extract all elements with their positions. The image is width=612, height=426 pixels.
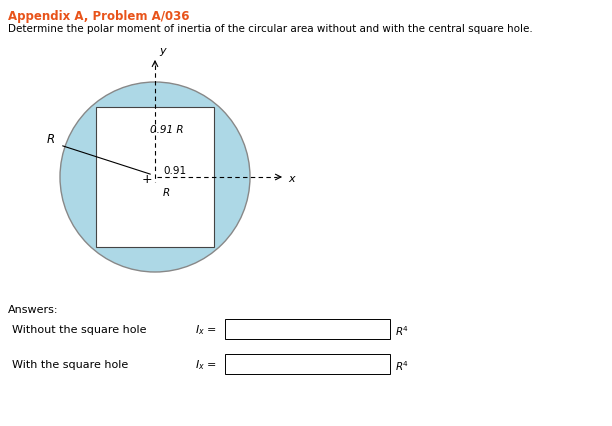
Text: $I_x$ =: $I_x$ =	[195, 322, 217, 336]
Text: $I_x$ =: $I_x$ =	[195, 357, 217, 371]
Text: $R^4$: $R^4$	[395, 358, 409, 372]
Circle shape	[60, 83, 250, 272]
Bar	[225, 319, 390, 339]
Text: x: x	[288, 173, 294, 184]
Text: Appendix A, Problem A/036: Appendix A, Problem A/036	[8, 10, 190, 23]
Text: +: +	[142, 173, 152, 186]
Text: 0.91: 0.91	[163, 166, 186, 176]
Text: 0.91 R: 0.91 R	[150, 125, 184, 135]
Text: Answers:: Answers:	[8, 304, 59, 314]
Text: $R^4$: $R^4$	[395, 323, 409, 337]
Text: R: R	[163, 187, 170, 198]
Text: Without the square hole: Without the square hole	[12, 324, 146, 334]
Text: Determine the polar moment of inertia of the circular area without and with the : Determine the polar moment of inertia of…	[8, 24, 533, 34]
Text: y: y	[159, 46, 166, 56]
Text: R: R	[47, 133, 55, 146]
Bar	[225, 354, 390, 374]
Text: With the square hole: With the square hole	[12, 359, 129, 369]
Bar	[96, 108, 214, 248]
